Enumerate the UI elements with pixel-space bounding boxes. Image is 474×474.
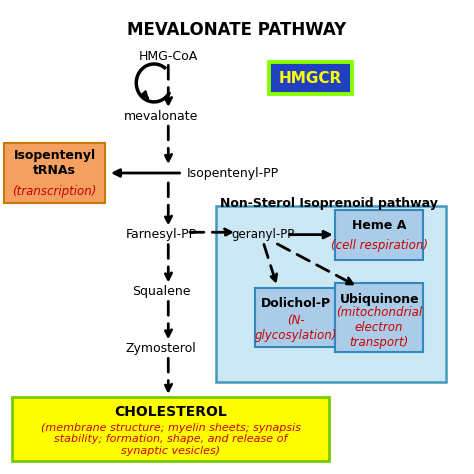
Text: HMGCR: HMGCR <box>279 71 342 86</box>
Text: geranyl-PP: geranyl-PP <box>231 228 295 241</box>
FancyBboxPatch shape <box>255 288 337 347</box>
Text: Zymosterol: Zymosterol <box>126 342 197 355</box>
Text: Heme A: Heme A <box>352 219 406 232</box>
Text: MEVALONATE PATHWAY: MEVALONATE PATHWAY <box>128 21 346 39</box>
Text: mevalonate: mevalonate <box>124 109 198 123</box>
FancyBboxPatch shape <box>336 283 423 352</box>
Text: Squalene: Squalene <box>132 285 191 298</box>
FancyBboxPatch shape <box>4 143 105 203</box>
Text: Isopentenyl-PP: Isopentenyl-PP <box>187 166 279 180</box>
Text: (membrane structure; myelin sheets; synapsis
stability; formation, shape, and re: (membrane structure; myelin sheets; syna… <box>41 423 301 456</box>
Text: Isopentenyl
tRNAs: Isopentenyl tRNAs <box>13 148 96 177</box>
Text: (transcription): (transcription) <box>12 185 97 199</box>
Text: Ubiquinone: Ubiquinone <box>339 293 419 306</box>
Text: Dolichol-P: Dolichol-P <box>261 297 331 310</box>
FancyBboxPatch shape <box>216 206 446 382</box>
Text: (mitochondrial
electron
transport): (mitochondrial electron transport) <box>336 306 422 348</box>
Text: (cell respiration): (cell respiration) <box>331 238 428 252</box>
Text: CHOLESTEROL: CHOLESTEROL <box>114 405 227 419</box>
Text: HMG-CoA: HMG-CoA <box>138 50 198 64</box>
FancyBboxPatch shape <box>12 397 329 461</box>
FancyBboxPatch shape <box>336 210 423 260</box>
FancyBboxPatch shape <box>269 62 352 94</box>
Text: Farnesyl-PP: Farnesyl-PP <box>126 228 197 241</box>
Text: (N-
glycosylation): (N- glycosylation) <box>255 314 337 342</box>
Text: Non-Sterol Isoprenoid pathway: Non-Sterol Isoprenoid pathway <box>220 197 438 210</box>
